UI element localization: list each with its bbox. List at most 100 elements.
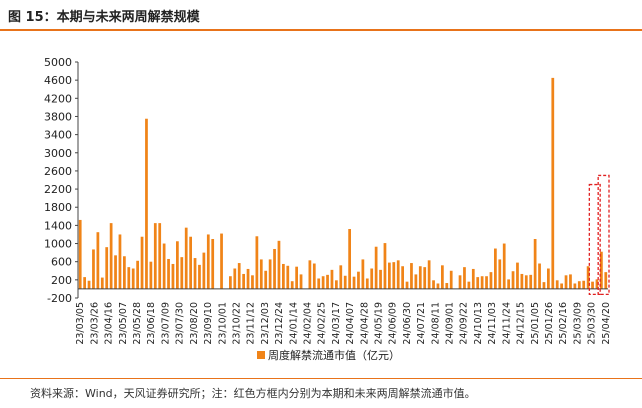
bar [162, 243, 166, 289]
bar [149, 261, 153, 289]
bar [259, 259, 263, 289]
x-tick-label: 23/08/20 [189, 302, 200, 345]
bar [383, 243, 387, 289]
bar [498, 259, 502, 289]
bar [299, 274, 303, 289]
bar [538, 263, 541, 289]
bar [114, 255, 117, 289]
bar [560, 283, 563, 289]
bar [480, 276, 484, 289]
bar [198, 264, 201, 289]
bar [414, 274, 418, 289]
bar [494, 248, 497, 289]
x-tick-label: 24/11/03 [487, 302, 498, 345]
bar [467, 281, 471, 289]
bar [441, 265, 444, 289]
y-tick-label: -200 [47, 292, 72, 305]
bar [78, 219, 82, 289]
bar [449, 270, 453, 289]
bar [127, 267, 131, 289]
bar [335, 280, 338, 289]
bar [96, 232, 100, 289]
bar [100, 277, 104, 289]
y-tick-label: 2200 [44, 183, 72, 196]
x-tick-label: 24/08/11 [430, 302, 441, 345]
bar [374, 246, 378, 289]
y-tick-label: 3800 [44, 110, 72, 123]
title-divider [0, 29, 642, 31]
bar [220, 233, 223, 289]
x-tick-label: 24/10/13 [473, 302, 484, 345]
bar [229, 276, 232, 289]
x-tick-label: 23/07/30 [175, 302, 186, 345]
y-tick-label: 3000 [44, 147, 72, 160]
x-tick-label: 24/06/09 [388, 302, 399, 345]
bar [401, 266, 404, 289]
bar [529, 274, 533, 289]
x-tick-label: 23/03/26 [89, 302, 100, 345]
bar [206, 234, 210, 289]
bar [339, 265, 343, 289]
bar [520, 273, 524, 289]
bar [586, 266, 590, 289]
x-tick-label: 24/07/21 [416, 302, 427, 345]
bar [282, 263, 285, 289]
x-tick-label: 24/02/04 [302, 302, 313, 345]
x-tick-label: 23/04/16 [104, 302, 115, 345]
bar [555, 280, 559, 289]
bar [365, 278, 369, 289]
bar [600, 251, 603, 289]
legend-label: 周度解禁流通市值（亿元） [268, 348, 400, 362]
bar [591, 281, 594, 289]
bar [171, 263, 175, 289]
bar [211, 239, 215, 289]
bar [370, 268, 374, 289]
bar [273, 248, 276, 289]
bar [264, 270, 268, 289]
x-tick-label: 24/02/25 [317, 302, 328, 345]
bar [251, 275, 254, 289]
bar [604, 272, 608, 289]
x-tick-label: 24/04/28 [359, 302, 370, 345]
bar [388, 262, 391, 289]
bar [542, 282, 546, 289]
x-tick-label: 24/05/19 [374, 302, 385, 345]
bar [308, 260, 312, 289]
bar [458, 275, 462, 289]
bar [246, 268, 250, 289]
bar [392, 262, 396, 289]
bar [145, 118, 148, 289]
bar [582, 280, 586, 289]
x-tick-label: 24/01/14 [288, 302, 299, 345]
bar [277, 240, 281, 289]
bar [180, 257, 184, 289]
y-tick-label: 600 [51, 256, 72, 269]
bar [92, 249, 95, 289]
bar [361, 259, 365, 289]
footer-divider [0, 378, 642, 379]
legend: 周度解禁流通市值（亿元） [257, 348, 400, 362]
bar [193, 258, 197, 289]
bar [343, 275, 347, 289]
x-tick-label: 24/09/01 [445, 302, 456, 345]
bar [242, 273, 245, 289]
bar-series [78, 77, 608, 289]
bar [511, 271, 515, 289]
x-tick-label: 25/01/05 [530, 302, 541, 345]
bar [357, 271, 360, 289]
bar [516, 262, 519, 289]
bar [167, 258, 170, 289]
x-tick-label: 23/12/24 [274, 302, 285, 345]
bar [202, 252, 206, 289]
bar [564, 275, 568, 289]
bar [396, 260, 400, 289]
x-tick-label: 25/04/20 [601, 302, 612, 345]
x-tick-label: 23/06/18 [146, 302, 157, 345]
y-tick-label: 1400 [44, 219, 72, 232]
highlight-boxes [588, 174, 610, 296]
bar [105, 247, 109, 289]
highlight-box [597, 174, 610, 296]
bar [418, 266, 422, 289]
y-axis: -200 200 600 1000 1400 1800 2200 2600 3000 3400 38… [44, 56, 79, 305]
bar [379, 269, 382, 289]
